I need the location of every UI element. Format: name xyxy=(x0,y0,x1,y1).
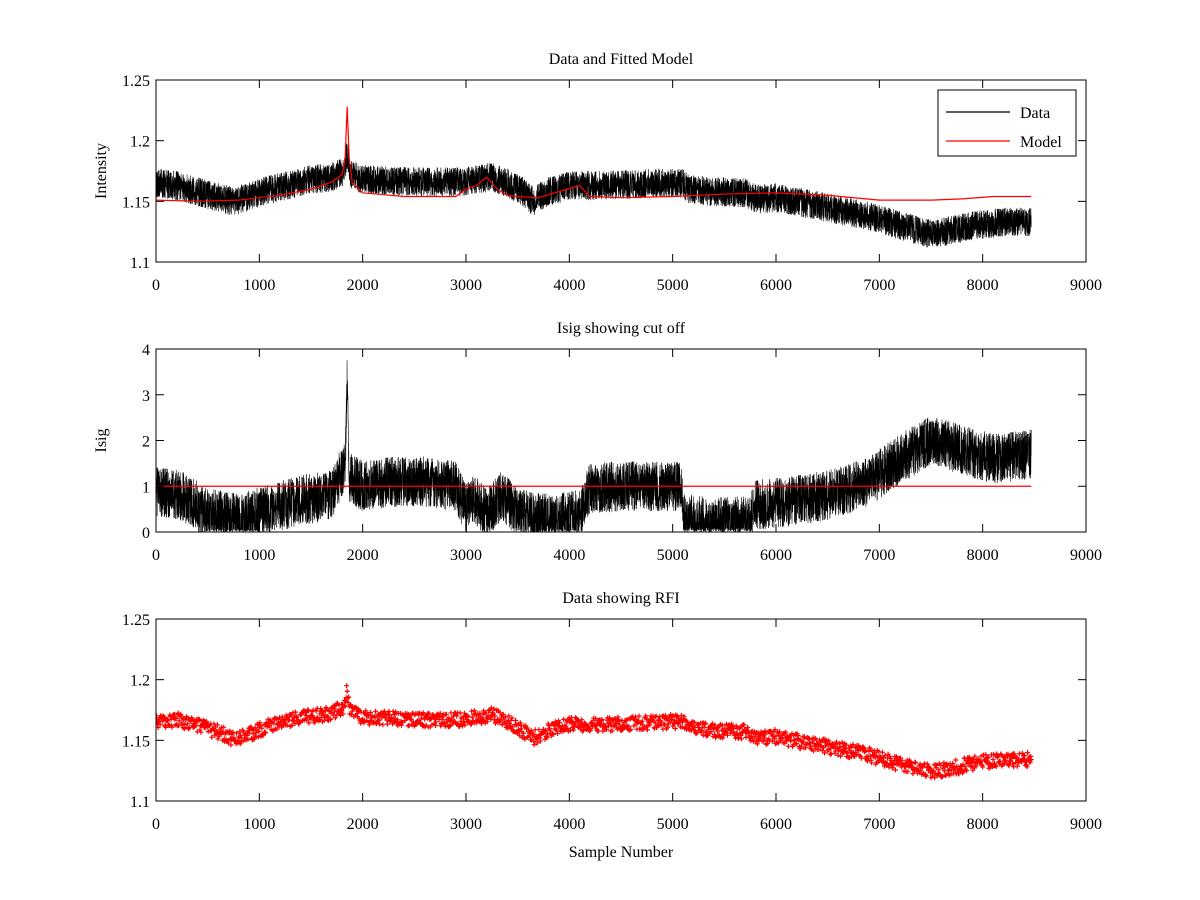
series-line-1 xyxy=(156,143,1032,248)
plot-area xyxy=(156,683,1034,781)
x-axis-label: Sample Number xyxy=(569,844,674,861)
x-tick-label: 2000 xyxy=(347,277,379,294)
series-line-2 xyxy=(156,106,1032,202)
legend: Data Model xyxy=(937,89,1077,157)
x-tick-label: 5000 xyxy=(657,277,689,294)
axes-box xyxy=(155,79,1087,263)
x-tick-label: 7000 xyxy=(863,547,895,564)
y-tick-label: 1.15 xyxy=(122,194,150,211)
y-tick-label: 2 xyxy=(142,434,150,451)
x-tick-label: 4000 xyxy=(553,547,585,564)
y-tick-label: 1.2 xyxy=(130,134,150,151)
x-tick-label: 9000 xyxy=(1070,277,1102,294)
y-tick-label: 0 xyxy=(142,525,150,542)
plot-area xyxy=(156,360,1032,532)
x-tick-label: 0 xyxy=(152,816,160,833)
chart-title: Data showing RFI xyxy=(562,590,679,607)
point-markers xyxy=(156,683,1034,781)
x-tick-label: 2000 xyxy=(347,547,379,564)
x-tick-label: 6000 xyxy=(760,816,792,833)
x-tick-label: 8000 xyxy=(967,816,999,833)
y-tick-label: 4 xyxy=(142,342,150,359)
y-tick-label: 1 xyxy=(142,479,150,496)
x-tick-label: 3000 xyxy=(450,816,482,833)
chart-title: Data and Fitted Model xyxy=(549,51,694,68)
x-tick-label: 9000 xyxy=(1070,816,1102,833)
legend-box xyxy=(937,89,1077,157)
x-tick-label: 0 xyxy=(152,277,160,294)
y-tick-label: 1.15 xyxy=(122,733,150,750)
x-tick-label: 8000 xyxy=(967,547,999,564)
chart-title: Isig showing cut off xyxy=(557,320,686,337)
legend-entry: Model xyxy=(1020,134,1062,151)
x-tick-label: 2000 xyxy=(347,816,379,833)
legend-entry: Data xyxy=(1020,105,1050,122)
y-tick-label: 1.2 xyxy=(130,673,150,690)
x-tick-label: 4000 xyxy=(553,277,585,294)
y-tick-label: 1.25 xyxy=(122,73,150,90)
y-tick-label: 1.25 xyxy=(122,612,150,629)
x-tick-label: 1000 xyxy=(243,816,275,833)
x-tick-label: 7000 xyxy=(863,816,895,833)
x-tick-label: 0 xyxy=(152,547,160,564)
axes-box xyxy=(155,618,1087,802)
chart-panel-1: 0 1000 2000 3000 4000 5000 6000 7000 8000 9000 1.1… xyxy=(93,51,1102,294)
series-line-1 xyxy=(156,360,1032,532)
x-tick-label: 6000 xyxy=(760,547,792,564)
x-tick-label: 4000 xyxy=(553,816,585,833)
y-tick-label: 1.1 xyxy=(130,255,150,272)
x-tick-label: 6000 xyxy=(760,277,792,294)
x-tick-label: 9000 xyxy=(1070,547,1102,564)
x-tick-label: 8000 xyxy=(967,277,999,294)
x-tick-label: 3000 xyxy=(450,277,482,294)
x-tick-label: 7000 xyxy=(863,277,895,294)
x-tick-label: 1000 xyxy=(243,277,275,294)
y-axis-label: Isig xyxy=(93,429,110,453)
chart-panel-2: 0 1000 2000 3000 4000 5000 6000 7000 8000 9000 0 1 2… xyxy=(93,320,1102,564)
y-tick-label: 1.1 xyxy=(130,794,150,811)
chart-panel-3: 0 1000 2000 3000 4000 5000 6000 7000 8000 9000 1.1… xyxy=(122,590,1102,861)
x-tick-label: 1000 xyxy=(243,547,275,564)
x-tick-label: 5000 xyxy=(657,816,689,833)
x-tick-label: 5000 xyxy=(657,547,689,564)
y-tick-label: 3 xyxy=(142,388,150,405)
y-axis-label: Intensity xyxy=(93,143,110,199)
x-tick-label: 3000 xyxy=(450,547,482,564)
series-data-points xyxy=(156,683,1034,781)
plot-area xyxy=(156,106,1032,248)
